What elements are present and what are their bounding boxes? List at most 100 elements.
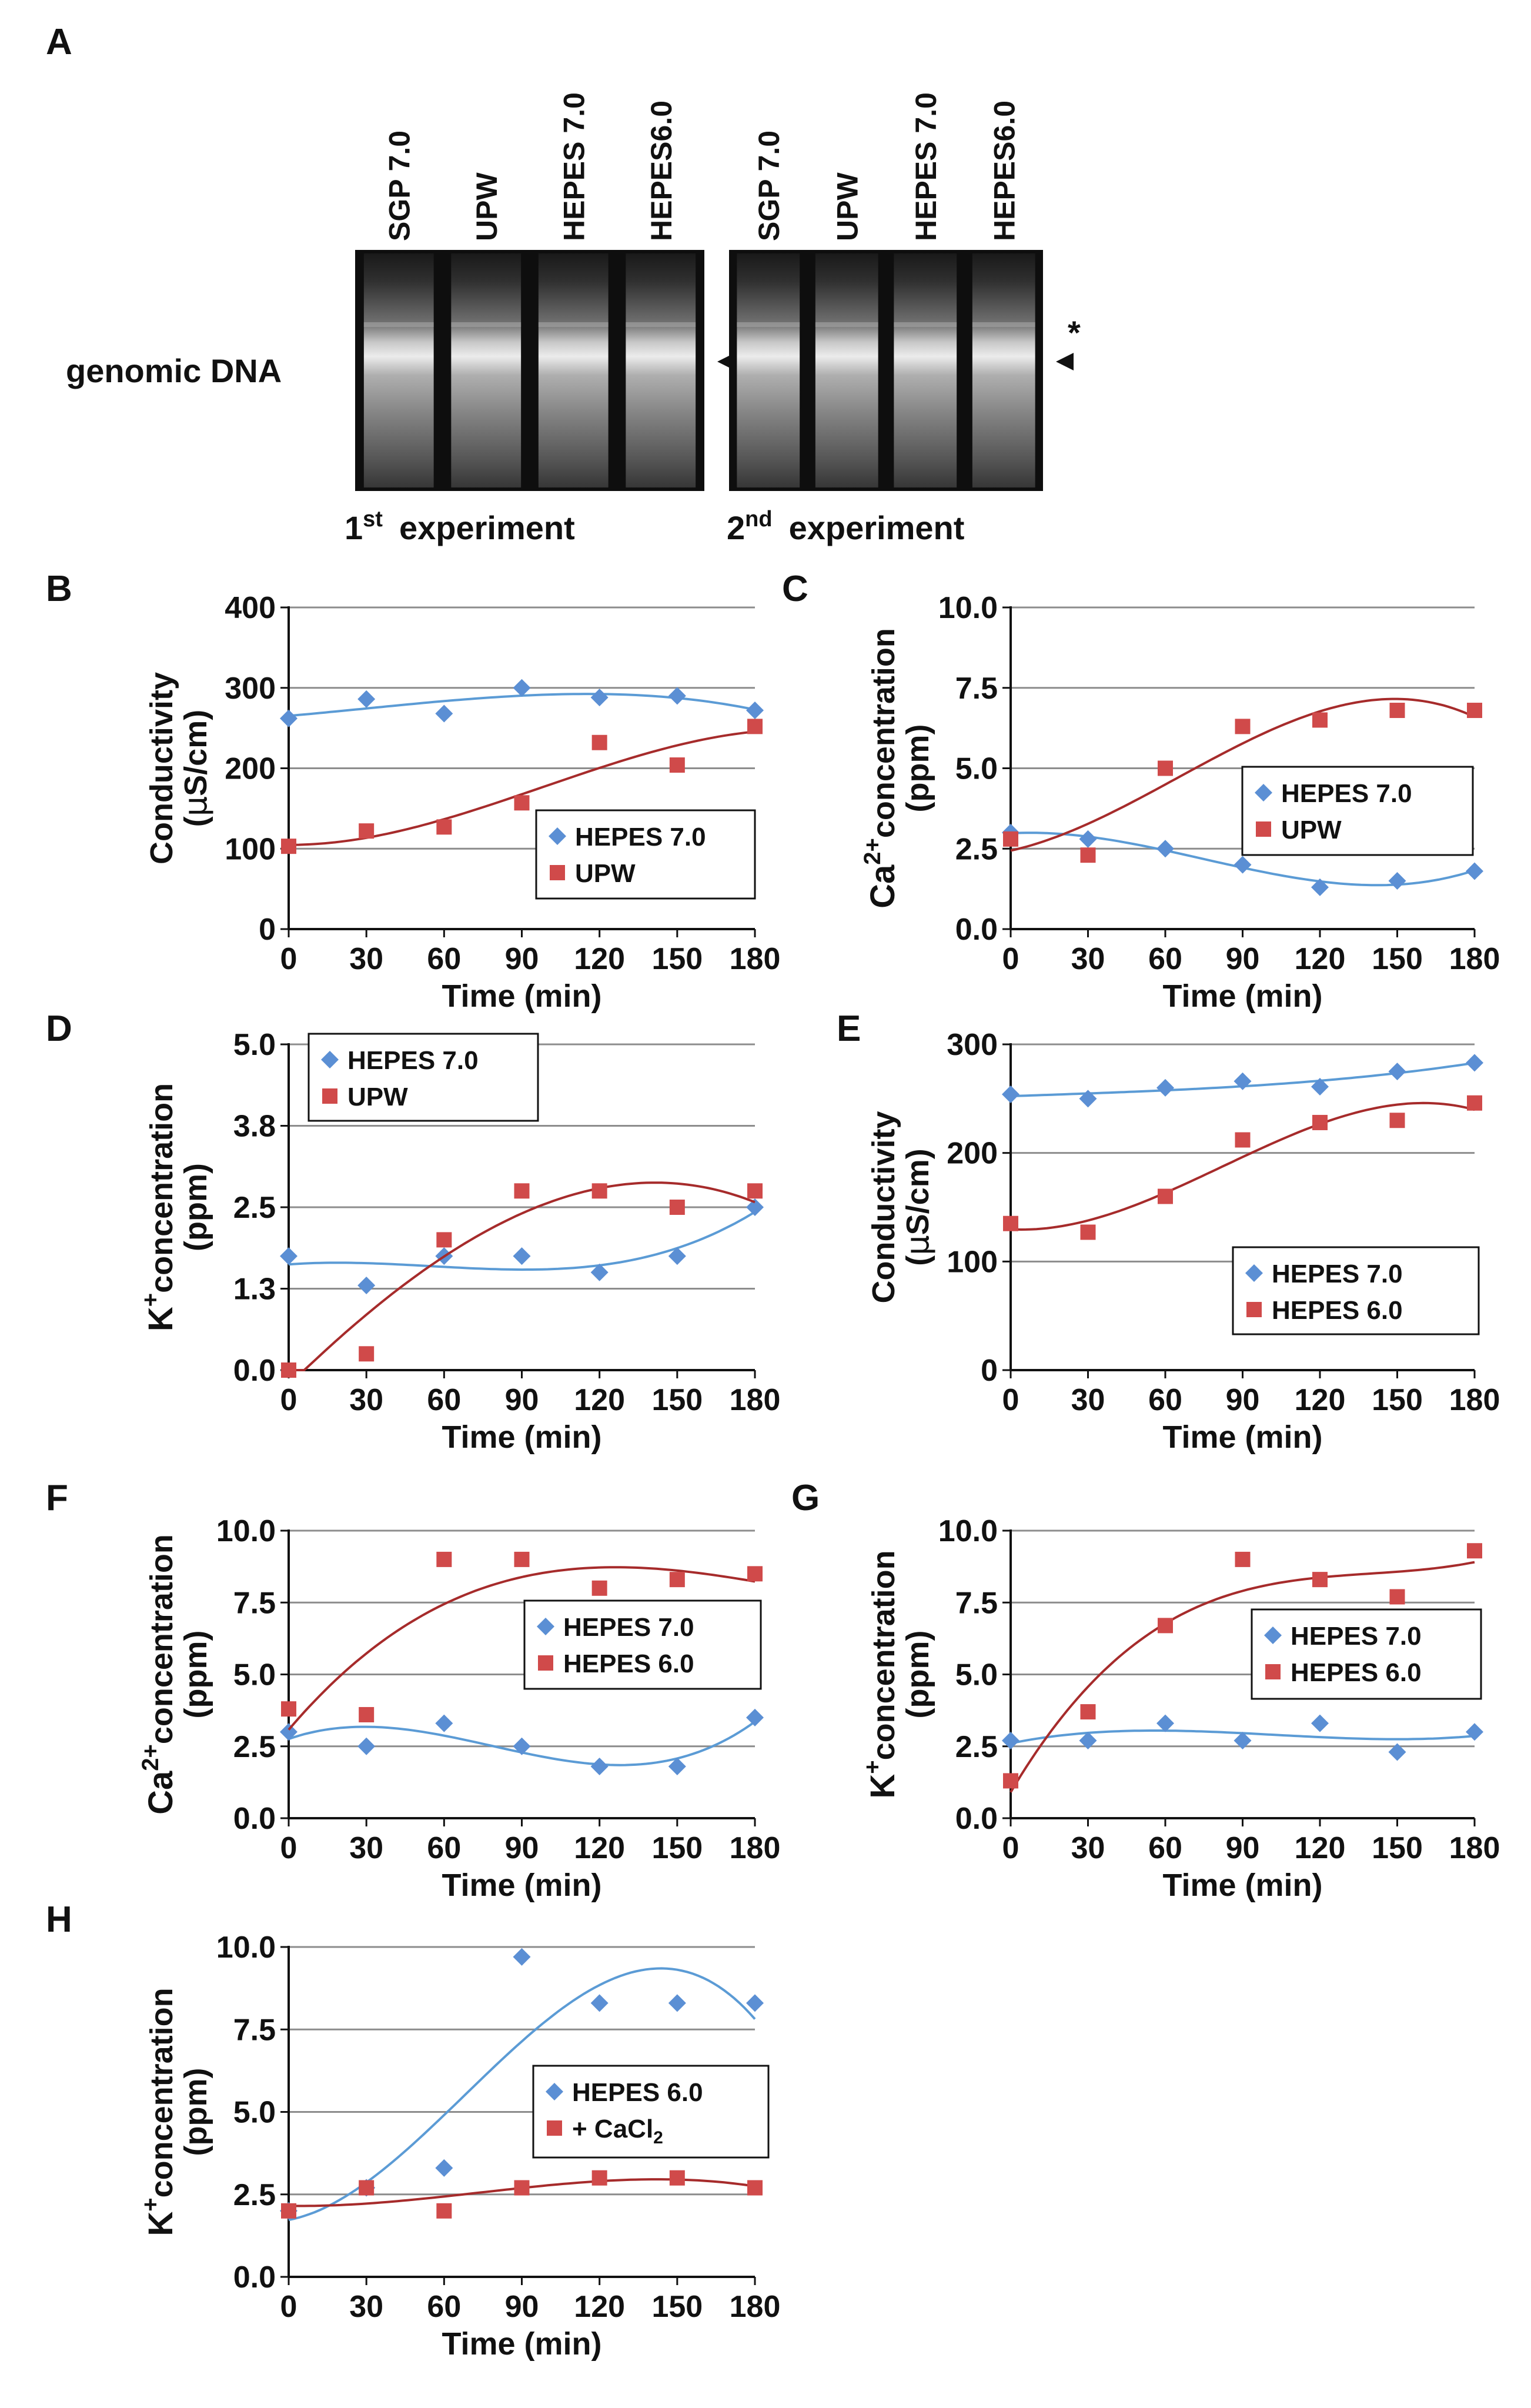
- x-axis-title: Time (min): [442, 2326, 601, 2362]
- y-tick-label: 200: [947, 1137, 998, 1171]
- data-point-series-b: [1235, 719, 1251, 734]
- y-axis-title: K+concentration: [860, 1550, 902, 1798]
- x-axis-title: Time (min): [1162, 978, 1322, 1014]
- data-point-series-a: [435, 704, 453, 723]
- x-tick-label: 30: [349, 2290, 383, 2324]
- y-tick-label: 10.0: [216, 1514, 276, 1548]
- y-tick-label: 300: [947, 1028, 998, 1062]
- band-arrowhead: [1056, 353, 1074, 370]
- x-tick-label: 180: [1449, 1831, 1500, 1865]
- data-point-series-b: [591, 2170, 607, 2186]
- gel-lane: [894, 253, 957, 487]
- data-point-series-b: [281, 1362, 296, 1378]
- panel-label-D: D: [46, 1008, 72, 1049]
- upper-band: [815, 322, 878, 327]
- data-point-series-a: [357, 1276, 376, 1294]
- x-tick-label: 150: [651, 1383, 703, 1417]
- legend-label-base: + CaCl: [572, 2115, 653, 2143]
- x-tick-label: 0: [1002, 1831, 1019, 1865]
- unit-mu: μ: [177, 796, 214, 816]
- gel-lane: [626, 253, 696, 487]
- panel-label-F: F: [46, 1478, 68, 1518]
- legend-label-subscript: 2: [653, 2128, 663, 2148]
- x-tick-label: 150: [651, 1831, 703, 1865]
- data-point-series-a: [590, 1263, 609, 1281]
- lane-label: UPW: [470, 172, 503, 241]
- y-axis-unit: (ppm): [900, 1631, 935, 1719]
- data-point-series-a: [513, 1948, 531, 1966]
- legend: HEPES 7.0 HEPES 6.0: [1251, 1608, 1482, 1700]
- x-tick-label: 120: [1295, 942, 1346, 976]
- y-title-text: concentration: [144, 1534, 179, 1744]
- data-point-series-b: [1467, 703, 1482, 719]
- y-tick-label: 2.5: [955, 1730, 998, 1764]
- data-point-series-b: [359, 1706, 375, 1722]
- gel-lane: [737, 253, 800, 487]
- legend-marker: [322, 1088, 337, 1104]
- caption-superscript: st: [363, 507, 383, 532]
- legend-box: [1251, 1608, 1482, 1700]
- panel-label-G: G: [791, 1478, 820, 1518]
- upper-band: [972, 322, 1035, 327]
- x-tick-label: 90: [505, 1831, 539, 1865]
- data-point-series-a: [280, 1723, 297, 1741]
- x-axis-title: Time (min): [442, 1420, 601, 1455]
- data-point-series-b: [1080, 1224, 1096, 1240]
- ion-symbol: K: [864, 1774, 902, 1799]
- x-tick-label: 150: [1372, 1831, 1423, 1865]
- legend-label: UPW: [347, 1083, 408, 1111]
- x-tick-label: 90: [1226, 942, 1260, 976]
- data-point-series-a: [1234, 856, 1252, 874]
- data-point-series-a: [590, 1994, 609, 2012]
- legend-label: + CaCl2: [572, 2115, 663, 2148]
- x-tick-label: 120: [1295, 1831, 1346, 1865]
- lane-label: UPW: [831, 172, 864, 241]
- data-point-series-b: [1389, 1113, 1405, 1128]
- x-tick-label: 30: [349, 1383, 383, 1417]
- data-point-series-b: [747, 2180, 763, 2196]
- data-point-series-a: [1311, 1714, 1329, 1732]
- data-point-series-b: [669, 1572, 685, 1588]
- y-tick-label: 3.8: [233, 1110, 276, 1144]
- x-tick-label: 180: [730, 942, 781, 976]
- x-tick-label: 30: [1071, 1831, 1105, 1865]
- y-tick-label: 7.5: [955, 1586, 998, 1620]
- gel-lane: [363, 253, 434, 487]
- genomic-dna-label: genomic DNA: [66, 352, 282, 389]
- ion-charge: +: [860, 1760, 885, 1774]
- x-tick-label: 0: [1002, 1383, 1019, 1417]
- data-point-series-a: [1466, 862, 1483, 880]
- gel-2: SGP 7.0 UPW HEPES 7.0 HEPES6.0 * 2nd experimen…: [727, 92, 1081, 546]
- x-tick-label: 150: [651, 2290, 703, 2324]
- data-point-series-a: [357, 1737, 376, 1755]
- chart-F: F 0.0 2.5 5.0 7.5 10.0 0 30 60 90 120 150 180 Time (m…: [46, 1478, 780, 1903]
- data-point-series-b: [436, 2203, 452, 2219]
- data-point-series-b: [1158, 1618, 1173, 1634]
- data-point-series-b: [669, 1200, 685, 1215]
- x-tick-label: 150: [1372, 1383, 1423, 1417]
- y-title-text: concentration: [866, 1550, 901, 1760]
- gel-lane: [451, 253, 522, 487]
- data-point-series-a: [280, 1247, 297, 1265]
- x-axis-title: Time (min): [1162, 1868, 1322, 1903]
- data-point-series-a: [1002, 1731, 1019, 1749]
- x-tick-label: 60: [1148, 1831, 1182, 1865]
- data-point-series-a: [435, 1714, 453, 1732]
- data-point-series-b: [747, 719, 763, 734]
- x-tick-label: 30: [1071, 1383, 1105, 1417]
- legend-box: [523, 1599, 762, 1690]
- legend-label: HEPES 7.0: [575, 823, 706, 851]
- data-point-series-a: [1311, 1078, 1329, 1096]
- trendline-series-b: [288, 1566, 756, 1731]
- chart-E: E 0 100 200 300 0 30 60 90 120 150 180 Time (min) Con…: [837, 1008, 1500, 1455]
- data-point-series-b: [514, 1183, 530, 1199]
- caption-superscript: nd: [745, 507, 772, 532]
- chart-H: H 0.0 2.5 5.0 7.5 10.0 0 30 60 90 120 150 180 Time (m…: [46, 1899, 780, 2362]
- data-point-series-b: [1312, 1572, 1328, 1588]
- chart-G: G 0.0 2.5 5.0 7.5 10.0 0 30 60 90 120 150 180 Time (m…: [791, 1478, 1500, 1903]
- x-tick-label: 150: [651, 942, 703, 976]
- x-tick-label: 60: [427, 1383, 461, 1417]
- data-point-series-a: [280, 709, 297, 727]
- data-point-series-a: [1156, 1078, 1174, 1097]
